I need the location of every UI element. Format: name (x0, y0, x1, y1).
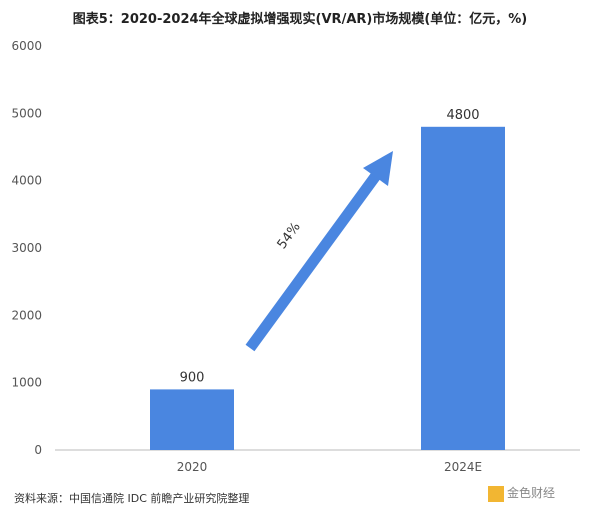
growth-arrow (245, 151, 393, 352)
arrow-shaft (245, 166, 385, 352)
logo-icon (488, 485, 504, 502)
y-axis: 0 1000 2000 3000 4000 5000 6000 (11, 39, 42, 457)
x-tick-label: 2020 (177, 460, 208, 474)
y-tick-label: 3000 (11, 241, 42, 255)
source-note: 资料来源：中国信通院 IDC 前瞻产业研究院整理 (14, 492, 250, 505)
arrow-head (363, 151, 393, 186)
bar-2020 (150, 389, 234, 450)
bar-chart: 0 1000 2000 3000 4000 5000 6000 900 2020 4800 202… (11, 39, 580, 474)
y-tick-label: 0 (34, 443, 42, 457)
y-tick-label: 4000 (11, 174, 42, 188)
bars: 900 2020 4800 2024E (150, 108, 505, 474)
x-tick-label: 2024E (444, 460, 482, 474)
growth-label: 54% (275, 220, 304, 252)
y-tick-label: 2000 (11, 308, 42, 322)
data-label: 900 (180, 370, 205, 385)
logo-text: 金色财经 (507, 486, 556, 500)
y-tick-label: 1000 (11, 376, 42, 390)
data-label: 4800 (446, 108, 479, 123)
y-tick-label: 5000 (11, 106, 42, 120)
bar-2024E (421, 126, 505, 451)
chart-title: 图表5：2020-2024年全球虚拟增强现实(VR/AR)市场规模(单位：亿元，… (72, 12, 528, 27)
y-tick-label: 6000 (11, 39, 42, 53)
watermark-logo: 金色财经 (488, 484, 555, 502)
